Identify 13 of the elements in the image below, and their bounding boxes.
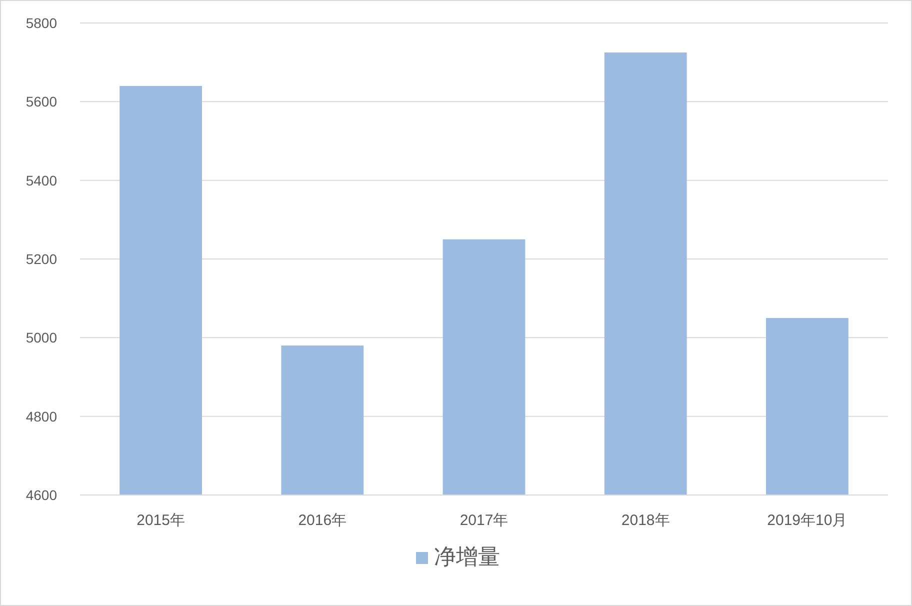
y-tick-label: 5600 <box>26 94 58 110</box>
x-tick-label: 2017年 <box>460 512 508 529</box>
y-tick-label: 5400 <box>26 172 58 188</box>
y-tick-label: 4800 <box>26 408 58 424</box>
x-tick-label: 2019年10月 <box>767 512 848 529</box>
x-tick-label: 2016年 <box>298 512 347 529</box>
x-tick-label: 2015年 <box>136 512 185 529</box>
y-tick-label: 5800 <box>26 15 58 31</box>
x-tick-label: 2018年 <box>621 512 670 529</box>
y-tick-label: 5200 <box>26 251 58 267</box>
y-tick-label: 5000 <box>26 330 58 346</box>
legend-label: 净增量 <box>434 544 500 569</box>
y-tick-label: 4600 <box>26 487 58 503</box>
